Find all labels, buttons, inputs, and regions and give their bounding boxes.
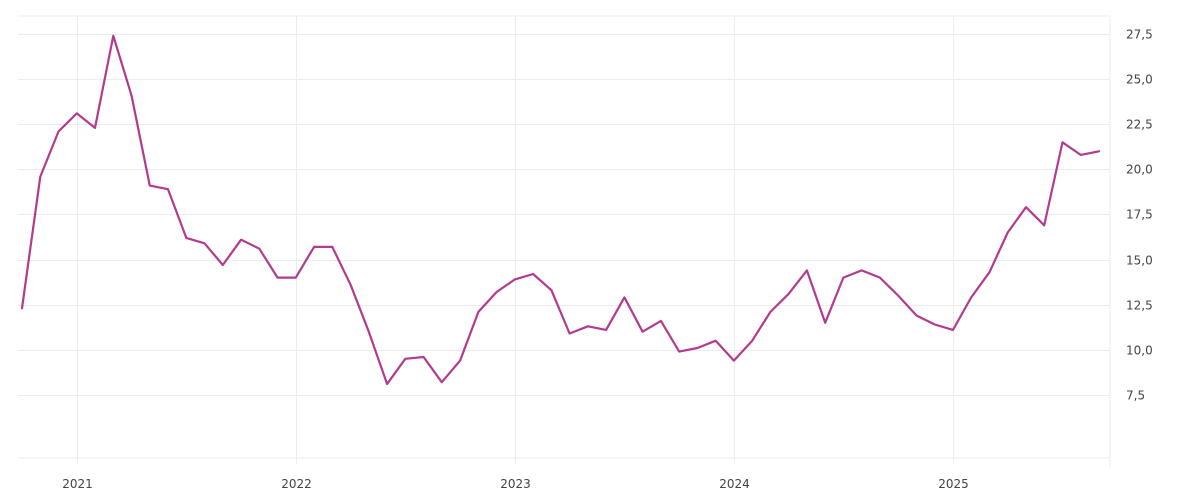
x-tick-label: 2025 <box>938 477 969 491</box>
y-tick-label: 27,5 <box>1126 28 1153 42</box>
x-tick-label: 2021 <box>62 477 93 491</box>
y-tick-label: 7,5 <box>1126 389 1145 403</box>
y-tick-label: 10,0 <box>1126 344 1153 358</box>
y-tick-label: 12,5 <box>1126 299 1153 313</box>
y-tick-label: 22,5 <box>1126 118 1153 132</box>
x-tick-label: 2022 <box>281 477 312 491</box>
x-axis-labels: 2021 2022 2023 2024 2025 <box>62 477 969 491</box>
x-tick-label: 2024 <box>719 477 750 491</box>
y-axis-labels: 7,5 10,0 12,5 15,0 17,5 20,0 22,5 25,0 27,5 <box>1126 28 1153 403</box>
series-line <box>20 34 1101 386</box>
y-tick-label: 20,0 <box>1126 163 1153 177</box>
y-tick-label: 17,5 <box>1126 208 1153 222</box>
grid <box>18 15 1111 468</box>
x-tick-label: 2023 <box>500 477 531 491</box>
series-layer <box>20 34 1101 386</box>
y-tick-label: 25,0 <box>1126 73 1153 87</box>
y-tick-label: 15,0 <box>1126 254 1153 268</box>
